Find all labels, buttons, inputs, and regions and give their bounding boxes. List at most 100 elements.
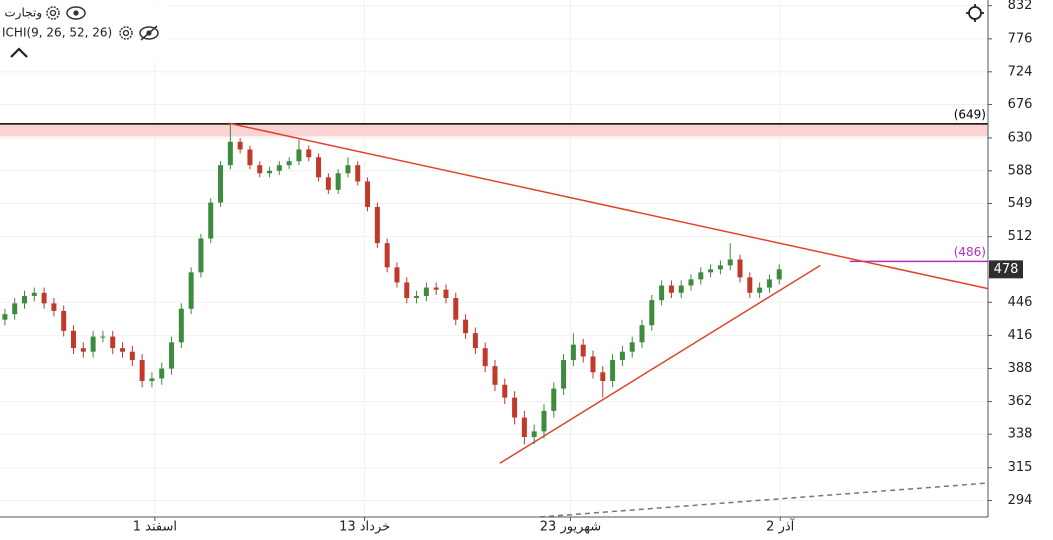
hidden-icon[interactable] xyxy=(139,25,159,41)
y-tick-label: 724 xyxy=(1008,64,1033,79)
last-price-box xyxy=(989,260,1023,279)
symbol: وتجارت xyxy=(4,6,42,21)
trendline xyxy=(228,122,989,290)
collapse-button[interactable] xyxy=(10,47,28,58)
candle-body xyxy=(306,149,312,158)
candle-body xyxy=(708,269,714,273)
candle-body xyxy=(267,170,273,174)
candle-body xyxy=(698,272,704,280)
candle-body xyxy=(178,308,184,343)
candle-body xyxy=(41,292,47,304)
candle-body xyxy=(120,348,126,352)
candle-body xyxy=(139,360,145,381)
candle-body xyxy=(404,282,410,299)
trendline xyxy=(499,264,821,464)
candle-body xyxy=(433,287,439,290)
candle-body xyxy=(727,259,733,266)
candle-body xyxy=(384,243,390,268)
y-tick-label: 588 xyxy=(1008,163,1033,178)
x-tick-label: 1 اسفند xyxy=(133,520,177,535)
resistance-zone xyxy=(0,123,988,137)
candle-body xyxy=(276,165,282,171)
y-tick-label: 388 xyxy=(1008,361,1033,376)
y-tick-label: 676 xyxy=(1008,97,1033,112)
candle-body xyxy=(159,368,165,379)
candle-body xyxy=(188,272,194,309)
candle-body xyxy=(668,285,674,293)
candle-body xyxy=(766,279,772,288)
candle-body xyxy=(629,342,635,352)
candle-body xyxy=(257,165,263,174)
candle-body xyxy=(90,336,96,352)
candle-body xyxy=(570,344,576,361)
candle-body xyxy=(71,330,77,349)
candle-body xyxy=(80,348,86,352)
candle-body xyxy=(659,285,665,301)
candle-body xyxy=(335,173,341,190)
candle-body xyxy=(247,149,253,166)
candle-body xyxy=(365,181,371,207)
candle-body xyxy=(512,397,518,418)
candle-body xyxy=(482,348,488,367)
y-tick-label: 338 xyxy=(1008,427,1033,442)
candle-body xyxy=(590,356,596,373)
candle-body xyxy=(316,157,322,178)
candle-body xyxy=(149,378,155,381)
candle-body xyxy=(345,165,351,174)
candle-body xyxy=(639,325,645,343)
indicator: ICHI(9, 26, 52, 26) xyxy=(2,26,112,40)
candle-body xyxy=(443,289,449,299)
candle-body xyxy=(610,360,616,381)
candle-body xyxy=(453,298,459,320)
visibility-icon[interactable] xyxy=(66,6,86,20)
candle-body xyxy=(110,336,116,349)
candle-body xyxy=(286,161,292,166)
candle-body xyxy=(737,259,743,278)
x-tick-label: 2 آذر xyxy=(766,518,795,535)
price-level-label: (486) xyxy=(954,245,986,259)
y-tick-label: 446 xyxy=(1008,295,1033,310)
candle-body xyxy=(355,165,361,182)
y-tick-label: 630 xyxy=(1008,130,1033,145)
candle-body xyxy=(129,351,135,361)
candle-body xyxy=(31,292,37,296)
candle-body xyxy=(678,285,684,293)
candle-body xyxy=(521,417,527,438)
candle-body xyxy=(169,342,175,369)
candle-body xyxy=(757,287,763,293)
y-tick-label: 416 xyxy=(1008,328,1033,343)
candle-body xyxy=(423,287,429,296)
candle-body xyxy=(61,310,67,331)
candle-body xyxy=(208,202,214,239)
candle-body xyxy=(237,141,243,150)
candle-body xyxy=(472,333,478,349)
x-tick-label: 23 شهریور xyxy=(540,520,601,535)
plot: (649) (486) xyxy=(0,0,989,518)
candle-body xyxy=(22,295,28,304)
price-level-label: (649) xyxy=(954,107,986,121)
candle-body xyxy=(2,314,8,320)
settings-icon[interactable] xyxy=(46,6,60,20)
candle-body xyxy=(619,351,625,361)
candle-body xyxy=(374,206,380,244)
crosshair-button[interactable] xyxy=(966,4,984,22)
y-tick-label: 549 xyxy=(1008,196,1033,211)
y-tick-label: 294 xyxy=(1008,493,1033,508)
candle-body xyxy=(218,165,224,203)
last-price-label: 478 xyxy=(994,262,1019,277)
candle-body xyxy=(463,319,469,334)
candle-body xyxy=(551,388,557,411)
y-tick-label: 315 xyxy=(1008,460,1033,475)
candle-body xyxy=(198,238,204,273)
trendline xyxy=(540,482,989,518)
candle-body xyxy=(492,366,498,385)
settings-icon[interactable] xyxy=(119,26,133,40)
candle-body xyxy=(580,344,586,357)
candle-body xyxy=(541,410,547,432)
candle-body xyxy=(296,149,302,162)
candle-body xyxy=(394,267,400,283)
candle-body xyxy=(600,372,606,381)
y-tick-label: 512 xyxy=(1008,229,1033,244)
candle-body xyxy=(776,269,782,280)
